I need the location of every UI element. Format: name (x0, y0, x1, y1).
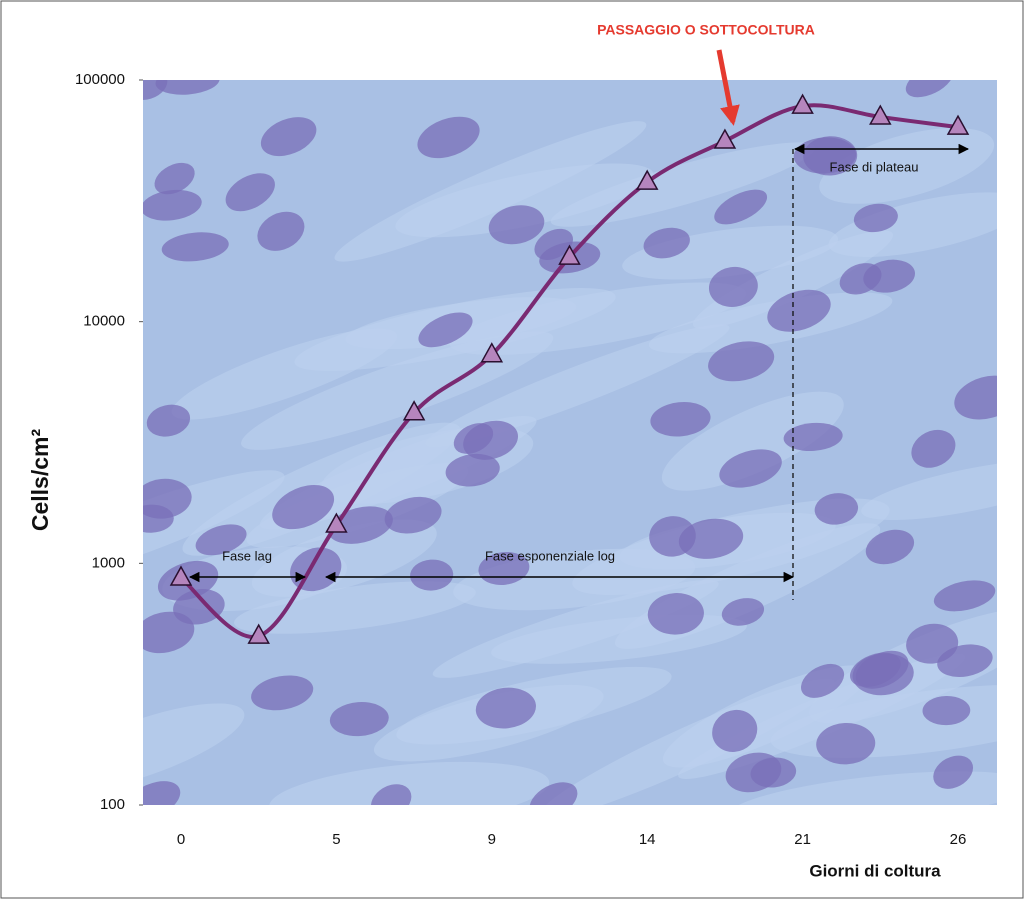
y-tick-label: 10000 (83, 313, 125, 330)
cell-nucleus (725, 752, 782, 793)
data-point (480, 342, 504, 363)
cell-nucleus (143, 80, 168, 101)
cell-nucleus (933, 755, 974, 789)
cell-nucleus (816, 723, 876, 765)
cell-nucleus (475, 687, 536, 729)
data-point (247, 623, 270, 644)
plot (169, 93, 970, 644)
cell-nucleus (905, 80, 954, 98)
cell-nucleus (911, 429, 956, 468)
cell-nucleus (195, 524, 247, 556)
cell-nucleus (767, 289, 831, 332)
cell-nucleus (155, 80, 220, 95)
cell-body (828, 192, 997, 257)
cell-body (661, 391, 844, 491)
cell-nucleus (714, 189, 768, 225)
cell-nucleus (272, 484, 335, 530)
y-axis-label: Cells/cm² (27, 429, 53, 532)
cell-nucleus (954, 375, 997, 420)
cell-nucleus (814, 493, 859, 525)
cell-nucleus (721, 598, 765, 626)
cell-nucleus (650, 401, 711, 437)
cell-body (395, 163, 654, 238)
cell-nucleus (143, 478, 192, 519)
cell-nucleus (933, 580, 996, 612)
cell-nucleus (783, 422, 843, 452)
cell-body (234, 581, 476, 634)
x-tick-label: 0 (177, 831, 185, 848)
data-point (558, 244, 581, 265)
y-tick-label: 1000 (92, 554, 125, 571)
data-point (402, 400, 426, 421)
cell-nucleus (417, 116, 480, 159)
x-tick-label: 21 (794, 831, 811, 848)
cell-nucleus (453, 423, 494, 454)
x-tick-label: 26 (950, 831, 967, 848)
annotation: Fase esponenziale log (485, 548, 615, 563)
cell-nucleus (643, 227, 690, 259)
cell-nucleus (800, 663, 845, 698)
cell-nucleus (712, 709, 758, 752)
data-point (946, 114, 970, 135)
cell-nucleus (937, 644, 993, 677)
cell-nucleus (257, 211, 305, 251)
cell-nucleus (154, 162, 195, 195)
cell-body (539, 678, 835, 805)
cell-nucleus (418, 312, 473, 348)
x-tick-label: 9 (488, 831, 496, 848)
cell-nucleus (719, 449, 782, 488)
cell-nucleus (839, 263, 882, 295)
cell-nucleus (445, 453, 500, 487)
cell-body (425, 324, 730, 447)
cell-nucleus (146, 404, 191, 437)
cell-nucleus (647, 593, 704, 635)
cell-nucleus (708, 266, 758, 307)
x-tick-label: 14 (639, 831, 656, 848)
data-point (325, 512, 348, 533)
annotation: Fase di plateau (830, 159, 919, 174)
passage-arrow (716, 49, 740, 126)
x-axis-label: Giorni di coltura (809, 861, 941, 880)
cell-body (143, 703, 245, 792)
cell-nucleus (143, 781, 181, 805)
cell-nucleus (488, 205, 545, 245)
cell-body (171, 328, 398, 420)
annotation: Fase lag (222, 548, 272, 563)
cell-nucleus (855, 650, 909, 689)
cell-body (861, 459, 997, 521)
cell-nucleus (708, 341, 775, 382)
cell-nucleus (865, 529, 915, 565)
cell-body (432, 579, 719, 678)
cell-nucleus (173, 589, 225, 625)
y-tick-label: 100 (100, 796, 125, 813)
cell-nucleus (225, 173, 275, 212)
y-tick-label: 100000 (75, 71, 125, 88)
cell-nucleus (649, 516, 696, 557)
cell-body (241, 331, 554, 450)
cell-nucleus (143, 189, 202, 221)
data-point (713, 128, 737, 149)
cell-nucleus (161, 232, 229, 262)
cell-nucleus (529, 782, 578, 805)
cell-nucleus (678, 518, 744, 559)
cell-nucleus (853, 203, 898, 233)
cell-nucleus (251, 675, 314, 711)
cell-nucleus (370, 784, 412, 805)
data-point (791, 93, 814, 114)
cell-nucleus (384, 496, 442, 534)
data-point (869, 104, 892, 125)
cell-nucleus (260, 117, 317, 157)
data-point (635, 169, 659, 190)
cell-nucleus (329, 702, 389, 737)
data-point (169, 565, 193, 586)
x-tick-label: 5 (332, 831, 340, 848)
cell-nucleus (922, 695, 971, 726)
annotation: PASSAGGIO O SOTTOCOLTURA (597, 22, 815, 38)
cell-nucleus (143, 611, 195, 654)
